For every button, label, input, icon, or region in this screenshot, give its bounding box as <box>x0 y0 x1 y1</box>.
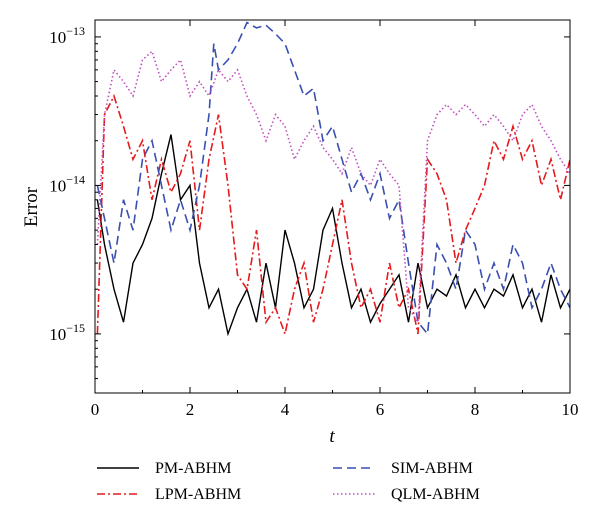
legend-label-pm-abhm: PM-ABHM <box>155 460 231 477</box>
legend-label-qlm-abhm: QLM-ABHM <box>391 486 480 503</box>
legend: PM-ABHM LPM-ABHM SIM-ABHM QLM-ABHM <box>97 460 480 503</box>
series-line-pm-abhm <box>96 134 570 337</box>
legend-label-lpm-abhm: LPM-ABHM <box>155 486 241 503</box>
x-tick-label: 0 <box>91 400 100 419</box>
series-line-sim-abhm <box>96 21 570 336</box>
series-line-qlm-abhm <box>96 49 570 325</box>
y-tick-label: 10−14 <box>49 172 85 195</box>
x-tick-label: 10 <box>562 400 579 419</box>
y-tick-label: 10−13 <box>49 24 85 47</box>
x-tick-label: 2 <box>186 400 195 419</box>
y-tick-label: 10−15 <box>49 321 85 344</box>
axes-layer: 0 2 4 6 8 10 10−13 10−14 10−15 <box>49 20 579 419</box>
plot-frame <box>94 19 571 394</box>
x-tick-label: 8 <box>471 400 480 419</box>
y-axis-title: Error <box>21 186 42 227</box>
x-tick-label: 4 <box>281 400 290 419</box>
x-tick-label: 6 <box>376 400 385 419</box>
legend-label-sim-abhm: SIM-ABHM <box>391 460 473 477</box>
series-layer <box>96 21 570 337</box>
x-axis-title: t <box>329 426 335 447</box>
series-line-lpm-abhm <box>96 93 570 337</box>
